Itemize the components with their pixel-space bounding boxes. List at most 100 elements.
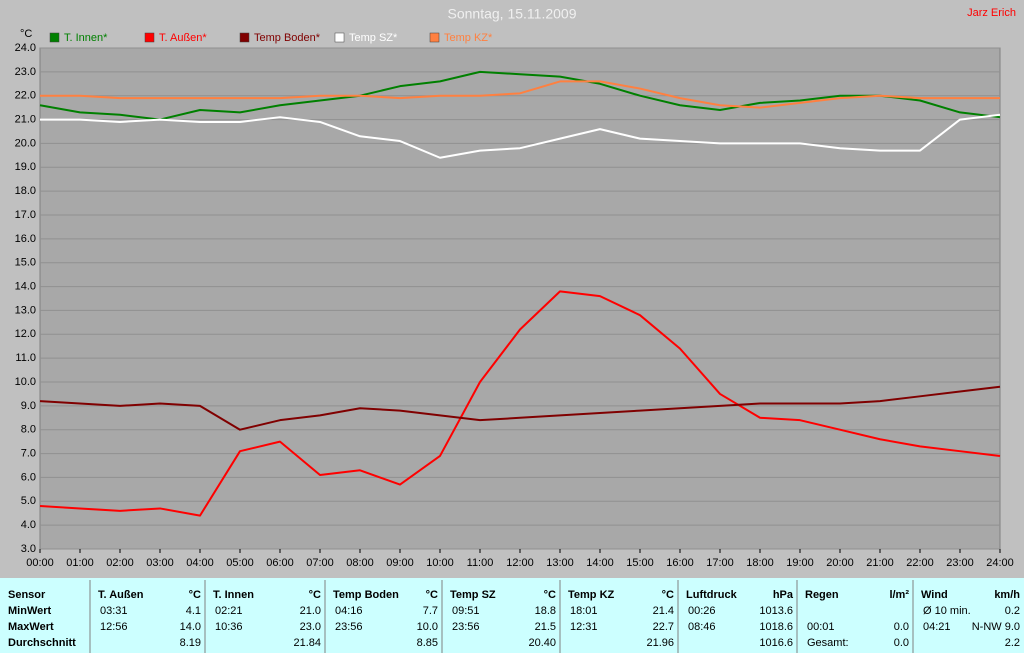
cell-time: 23:56 (335, 621, 363, 633)
x-tick-label: 03:00 (146, 557, 174, 569)
x-tick-label: 05:00 (226, 557, 254, 569)
legend-swatch (239, 32, 250, 43)
cell-time: 04:16 (335, 605, 363, 617)
legend-swatch (49, 32, 60, 43)
cell-value: 22.7 (653, 621, 674, 633)
cell-value: 21.0 (300, 605, 321, 617)
cell-value: 18.8 (535, 605, 556, 617)
cell-time: 04:21 (923, 621, 951, 633)
column-header: Regen (805, 589, 839, 601)
cell-value: 1018.6 (759, 621, 793, 633)
y-tick-label: 16.0 (15, 233, 36, 245)
y-tick-label: 24.0 (15, 42, 36, 54)
y-tick-label: 20.0 (15, 137, 36, 149)
cell-value: 8.85 (417, 637, 438, 649)
x-tick-label: 24:00 (986, 557, 1014, 569)
x-tick-label: 14:00 (586, 557, 614, 569)
y-axis-label: °C (20, 28, 32, 40)
x-tick-label: 18:00 (746, 557, 774, 569)
x-tick-label: 08:00 (346, 557, 374, 569)
y-tick-label: 18.0 (15, 185, 36, 197)
cell-time: 23:56 (452, 621, 480, 633)
y-tick-label: 12.0 (15, 328, 36, 340)
column-unit: °C (189, 589, 201, 601)
y-tick-label: 4.0 (21, 519, 36, 531)
column-unit: °C (544, 589, 556, 601)
cell-value: 14.0 (180, 621, 201, 633)
x-tick-label: 23:00 (946, 557, 974, 569)
cell-time: 12:56 (100, 621, 128, 633)
row-label: MaxWert (8, 621, 54, 633)
series-line (39, 290, 1001, 517)
cell-time: 08:46 (688, 621, 716, 633)
y-tick-label: 7.0 (21, 447, 36, 459)
x-tick-label: 12:00 (506, 557, 534, 569)
cell-value: 10.0 (417, 621, 438, 633)
legend-label: Temp Boden* (254, 32, 321, 44)
cell-value: 21.84 (293, 637, 321, 649)
x-tick-label: 17:00 (706, 557, 734, 569)
cell-time: Ø 10 min. (923, 605, 971, 617)
cell-value: 23.0 (300, 621, 321, 633)
cell-value: 21.4 (653, 605, 674, 617)
legend-swatch (429, 32, 440, 43)
column-unit: km/h (994, 589, 1020, 601)
x-tick-label: 02:00 (106, 557, 134, 569)
column-header: Temp SZ (450, 589, 496, 601)
x-tick-label: 19:00 (786, 557, 814, 569)
legend-label: Temp KZ* (444, 32, 493, 44)
series-line (40, 113, 1001, 159)
cell-value: 21.96 (646, 637, 674, 649)
cell-time: 00:26 (688, 605, 716, 617)
column-unit: °C (309, 589, 321, 601)
y-tick-label: 15.0 (15, 257, 36, 269)
cell-time: 10:36 (215, 621, 243, 633)
x-tick-label: 09:00 (386, 557, 414, 569)
y-tick-label: 19.0 (15, 161, 36, 173)
cell-time: 02:21 (215, 605, 243, 617)
column-unit: l/m² (889, 589, 909, 601)
cell-time: 09:51 (452, 605, 480, 617)
y-tick-label: 23.0 (15, 66, 36, 78)
x-tick-label: 07:00 (306, 557, 334, 569)
legend-swatch (144, 32, 155, 43)
x-tick-label: 20:00 (826, 557, 854, 569)
cell-value: 0.2 (1005, 605, 1020, 617)
series-line (39, 70, 1001, 121)
column-unit: °C (662, 589, 674, 601)
x-tick-label: 06:00 (266, 557, 294, 569)
column-unit: hPa (773, 589, 794, 601)
x-tick-label: 16:00 (666, 557, 694, 569)
y-tick-label: 11.0 (15, 352, 36, 364)
y-tick-label: 17.0 (15, 209, 36, 221)
cell-value: 21.5 (535, 621, 556, 633)
column-header: Temp KZ (568, 589, 615, 601)
cell-time: 18:01 (570, 605, 598, 617)
cell-value: 20.40 (528, 637, 556, 649)
column-header: Wind (921, 589, 948, 601)
cell-value: 8.19 (180, 637, 201, 649)
y-tick-label: 21.0 (15, 113, 36, 125)
cell-time: 00:01 (807, 621, 835, 633)
plot-area (39, 47, 1001, 550)
column-header: Luftdruck (686, 589, 738, 601)
cell-time: Gesamt: (807, 637, 849, 649)
x-tick-label: 01:00 (66, 557, 94, 569)
cell-value: 0.0 (894, 637, 909, 649)
x-tick-label: 11:00 (467, 557, 494, 569)
legend-swatch (334, 32, 345, 43)
y-tick-label: 14.0 (15, 280, 36, 292)
author: Jarz Erich (967, 7, 1016, 19)
y-tick-label: 22.0 (15, 90, 36, 102)
y-tick-label: 5.0 (21, 495, 36, 507)
legend-label: T. Außen* (159, 32, 207, 44)
legend-label: T. Innen* (64, 32, 108, 44)
cell-time: 03:31 (100, 605, 128, 617)
series-line (40, 80, 1000, 109)
x-tick-label: 04:00 (186, 557, 214, 569)
legend-label: Temp SZ* (349, 32, 398, 44)
y-tick-label: 3.0 (21, 543, 36, 555)
x-tick-label: 00:00 (26, 557, 54, 569)
column-header: T. Außen (98, 589, 144, 601)
